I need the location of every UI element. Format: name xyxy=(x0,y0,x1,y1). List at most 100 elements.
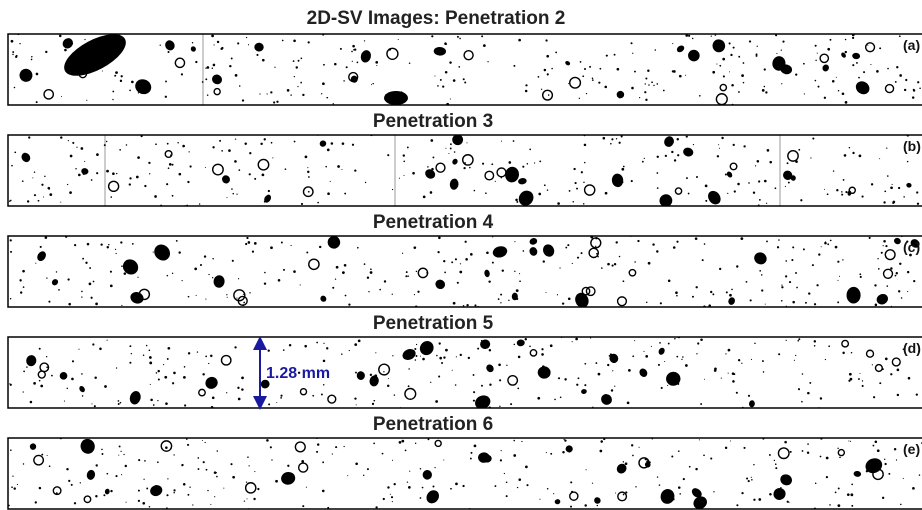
particle xyxy=(450,98,451,99)
particle xyxy=(660,302,662,304)
particle xyxy=(276,101,278,103)
particle xyxy=(514,344,516,346)
panel-title: Penetration 3 xyxy=(373,111,493,132)
particle xyxy=(353,49,355,51)
particle xyxy=(244,500,245,501)
particle xyxy=(264,282,266,284)
particle xyxy=(837,280,838,281)
particle xyxy=(48,301,50,303)
particle xyxy=(10,449,12,451)
particle xyxy=(445,349,448,352)
particle xyxy=(883,245,884,246)
particle xyxy=(870,64,871,65)
particle xyxy=(919,87,921,89)
particle xyxy=(736,265,738,267)
particle xyxy=(76,147,77,148)
particle xyxy=(517,487,518,488)
particle xyxy=(907,161,908,162)
particle xyxy=(579,98,580,99)
particle xyxy=(441,362,443,364)
particle xyxy=(327,149,330,152)
particle xyxy=(248,465,249,466)
particle xyxy=(689,466,691,468)
particle xyxy=(541,89,542,90)
particle xyxy=(121,305,122,306)
particle xyxy=(639,447,640,448)
particle xyxy=(836,77,837,78)
particle xyxy=(212,396,215,399)
particle xyxy=(297,86,298,87)
particle xyxy=(422,487,424,489)
particle xyxy=(466,142,467,143)
particle xyxy=(753,464,754,465)
particle xyxy=(458,66,460,68)
particle xyxy=(696,286,698,288)
particle xyxy=(732,372,735,375)
panel-label: (a) xyxy=(903,37,920,53)
particle xyxy=(798,338,800,340)
particle xyxy=(514,271,515,272)
particle xyxy=(464,81,466,83)
particle xyxy=(508,161,511,164)
particle xyxy=(236,193,237,194)
particle xyxy=(405,275,407,277)
particle xyxy=(248,44,249,45)
particle xyxy=(839,276,840,277)
particle xyxy=(584,504,586,506)
particle xyxy=(743,447,745,449)
particle xyxy=(835,246,838,249)
particle xyxy=(272,157,273,158)
particle xyxy=(422,358,425,361)
particle xyxy=(460,354,462,356)
particle xyxy=(205,167,206,168)
particle xyxy=(686,177,688,179)
particle xyxy=(301,57,303,59)
particle xyxy=(89,282,92,285)
particle xyxy=(514,241,515,242)
particle xyxy=(568,297,571,300)
particle xyxy=(729,71,730,72)
particle xyxy=(757,160,760,163)
particle xyxy=(316,451,318,453)
particle xyxy=(290,94,291,95)
particle xyxy=(541,353,544,356)
particle xyxy=(343,446,344,447)
particle xyxy=(238,169,240,171)
particle xyxy=(807,443,809,445)
particle xyxy=(144,460,146,462)
particle xyxy=(757,46,758,47)
particle xyxy=(651,81,653,83)
particle xyxy=(539,499,540,500)
particle xyxy=(423,195,426,198)
particle xyxy=(817,53,818,54)
particle xyxy=(473,400,475,402)
particle xyxy=(761,289,763,291)
particle xyxy=(173,454,174,455)
particle xyxy=(116,173,117,174)
particle xyxy=(547,488,549,490)
particle xyxy=(20,291,22,293)
particle xyxy=(452,370,453,371)
particle xyxy=(878,268,880,270)
particle xyxy=(40,385,43,388)
particle xyxy=(72,142,74,144)
particle xyxy=(810,157,811,158)
particle xyxy=(445,148,446,149)
particle xyxy=(153,252,154,253)
particle xyxy=(583,203,584,204)
particle xyxy=(110,490,112,492)
particle xyxy=(13,487,15,489)
particle xyxy=(246,481,247,482)
particle xyxy=(49,193,52,196)
particle xyxy=(876,70,879,73)
particle xyxy=(253,498,255,500)
particle xyxy=(820,397,822,399)
particle xyxy=(470,458,472,460)
particle xyxy=(91,297,93,299)
particle xyxy=(614,386,615,387)
particle xyxy=(403,161,405,163)
particle xyxy=(232,476,235,479)
particle xyxy=(142,502,145,505)
particle xyxy=(814,345,816,347)
particle xyxy=(440,79,442,81)
